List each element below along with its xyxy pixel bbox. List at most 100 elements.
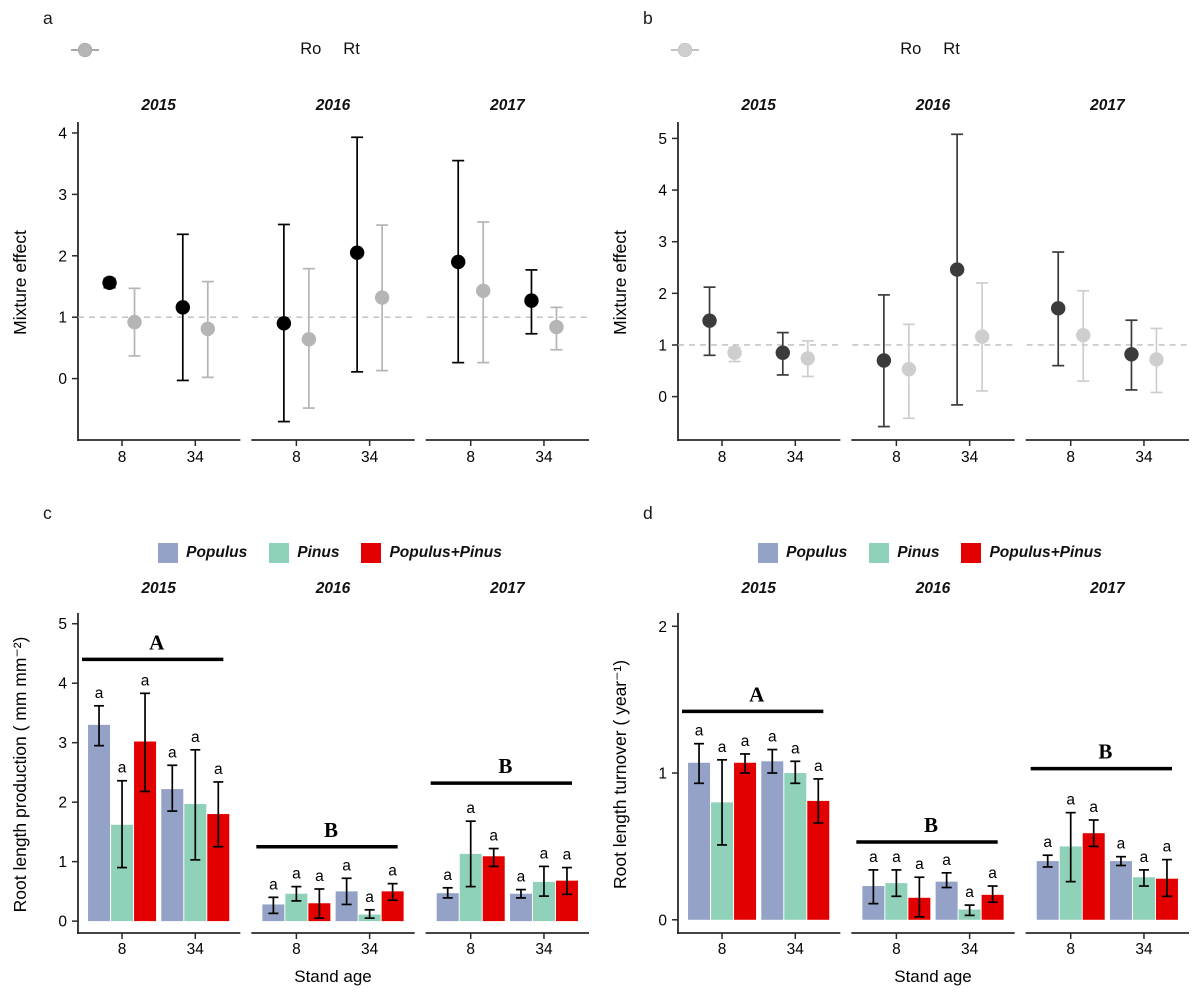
y-axis-title: Root length turnover ( year⁻¹): [610, 660, 630, 889]
bar-significance-letter: a: [365, 889, 374, 906]
y-tick-label: 4: [58, 125, 67, 142]
y-axis-title: Root length production ( mm mm⁻²): [10, 637, 30, 913]
bar-significance-letter: a: [814, 758, 823, 775]
data-point-Ro: [702, 313, 717, 328]
legend-swatch-icon: [961, 543, 982, 563]
bar-Populus: [935, 881, 958, 920]
data-point-Ro: [451, 254, 466, 270]
bar-Populus: [688, 762, 711, 920]
bar-significance-letter: a: [1066, 792, 1075, 809]
data-point-Ro: [175, 300, 190, 315]
panel-b-letter: b: [643, 8, 653, 28]
data-point-Rt: [1076, 327, 1091, 343]
bar-significance-letter: a: [443, 867, 452, 884]
y-tick-label: 0: [58, 371, 67, 388]
group-significance-letter: B: [324, 818, 338, 842]
facet-title: 2015: [140, 580, 176, 597]
data-point-Rt: [901, 362, 917, 377]
data-point-Ro: [349, 245, 365, 260]
panel-a-legend: Ro Rt: [70, 40, 590, 59]
legend-label: Ro: [300, 40, 322, 58]
data-point-Rt: [374, 290, 390, 305]
facet-title: 2016: [315, 97, 351, 114]
facet-title: 2017: [1089, 580, 1126, 597]
x-tick-label: 34: [961, 449, 979, 466]
x-tick-label: 8: [892, 449, 901, 466]
panel-d-x-axis-title: Stand age: [894, 967, 972, 986]
x-tick-label: 8: [718, 941, 727, 958]
data-point-Rt: [127, 314, 142, 330]
bar-Pinus: [184, 803, 207, 922]
x-tick-label: 34: [961, 941, 979, 958]
bar-Populus+Pinus: [807, 800, 830, 920]
x-tick-label: 34: [361, 449, 379, 466]
facet-title: 2016: [315, 580, 351, 597]
bar-Populus+Pinus: [1155, 878, 1178, 920]
y-tick-label: 3: [658, 234, 667, 251]
x-tick-label: 34: [187, 449, 205, 466]
data-point-Ro: [276, 316, 292, 331]
y-tick-label: 1: [58, 854, 67, 871]
panel-a-letter: a: [43, 8, 53, 28]
x-tick-label: 8: [718, 449, 727, 466]
bar-significance-letter: a: [791, 740, 800, 757]
bar-significance-letter: a: [214, 761, 223, 778]
bar-significance-letter: a: [915, 856, 924, 873]
x-tick-label: 34: [1135, 449, 1153, 466]
bar-Pinus: [784, 773, 807, 920]
bar-Populus: [761, 761, 784, 920]
data-point-Rt: [200, 321, 215, 337]
bar-Pinus: [532, 881, 555, 922]
x-tick-label: 34: [535, 941, 553, 958]
bar-significance-letter: a: [1140, 849, 1149, 866]
legend-point-key-icon: [671, 43, 699, 57]
bar-significance-letter: a: [342, 857, 351, 874]
bar-Populus: [88, 724, 111, 922]
data-point-Rt: [727, 345, 742, 360]
bar-Populus+Pinus: [207, 814, 230, 922]
legend-label: Populus: [786, 544, 848, 561]
panel-b-legend: Ro Rt: [670, 40, 1190, 59]
x-tick-label: 8: [1066, 941, 1075, 958]
bar-Pinus: [1059, 846, 1082, 920]
data-point-Rt: [974, 329, 990, 344]
legend-point-key-icon: [71, 43, 99, 57]
bar-Populus+Pinus: [555, 880, 578, 922]
legend-label: Populus: [186, 544, 248, 561]
legend-label: Pinus: [897, 544, 940, 561]
bar-Populus+Pinus: [482, 856, 505, 922]
legend-item-Populus+Pinus: Populus+Pinus: [961, 543, 1102, 563]
x-tick-label: 8: [292, 941, 301, 958]
bar-Pinus: [1132, 877, 1155, 920]
bar-Populus+Pinus: [134, 741, 157, 922]
legend-key-dot: [678, 43, 692, 57]
legend-item-Populus: Populus: [158, 543, 247, 563]
bar-significance-letter: a: [141, 672, 150, 689]
facet-title: 2015: [740, 97, 776, 114]
facet-title: 2015: [140, 97, 176, 114]
legend-label: Pinus: [297, 544, 340, 561]
y-tick-label: 2: [58, 248, 67, 265]
legend-swatch-icon: [158, 543, 179, 563]
facet-title: 2017: [1089, 97, 1126, 114]
legend-swatch-icon: [269, 543, 290, 563]
bar-Populus: [161, 789, 184, 922]
bar-significance-letter: a: [942, 852, 951, 869]
bar-Pinus: [111, 824, 134, 922]
y-tick-label: 2: [58, 795, 67, 812]
y-tick-label: 2: [658, 286, 667, 303]
bar-significance-letter: a: [191, 729, 200, 746]
x-tick-label: 34: [535, 449, 553, 466]
bar-significance-letter: a: [168, 744, 177, 761]
facet-title: 2015: [740, 580, 776, 597]
y-tick-label: 4: [658, 183, 667, 200]
bar-Pinus: [885, 883, 908, 920]
data-point-Ro: [102, 275, 117, 291]
bar-Populus: [436, 893, 459, 922]
x-tick-label: 34: [361, 941, 379, 958]
bar-Populus+Pinus: [734, 762, 757, 920]
legend-label: Ro: [900, 40, 922, 58]
data-point-Rt: [1149, 352, 1164, 367]
x-tick-label: 8: [466, 941, 475, 958]
